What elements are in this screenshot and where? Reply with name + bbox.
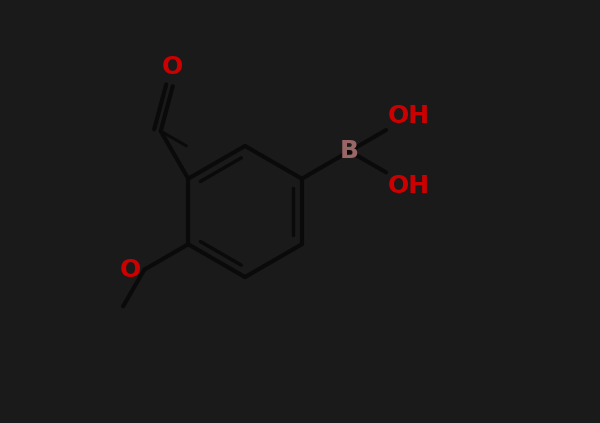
Text: OH: OH <box>388 175 430 198</box>
Text: OH: OH <box>388 104 430 128</box>
Text: O: O <box>119 258 141 282</box>
Text: O: O <box>162 55 184 79</box>
Text: B: B <box>340 139 359 163</box>
